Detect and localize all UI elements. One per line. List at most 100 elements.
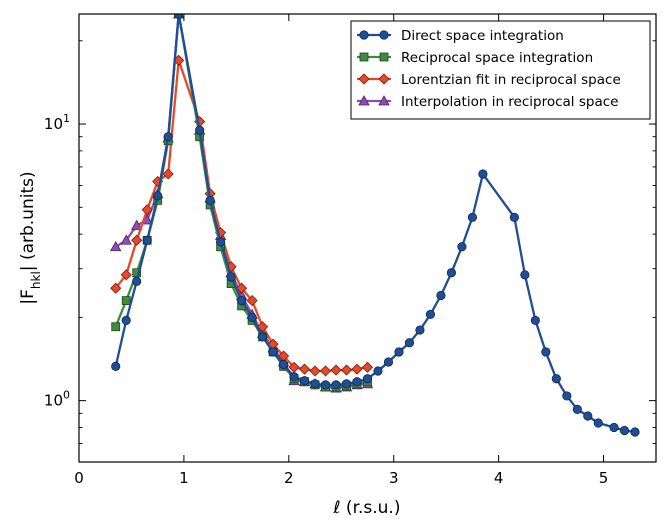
data-point — [330, 364, 342, 376]
data-point — [436, 290, 446, 301]
data-point — [121, 315, 131, 326]
data-point — [111, 322, 121, 332]
axis-ticks: 0 1 2 3 4 5 100 101 — [44, 14, 656, 487]
plot-frame — [78, 13, 657, 463]
x-tick-label: 1 — [179, 469, 189, 487]
x-tick-label: 3 — [389, 469, 399, 487]
data-point — [320, 380, 331, 390]
legend-label-interpolation: Interpolation in reciprocal space — [401, 94, 618, 110]
data-point — [120, 269, 132, 281]
data-point — [520, 270, 530, 280]
data-point — [340, 364, 353, 376]
data-point — [541, 347, 551, 357]
legend-marker-direct — [379, 30, 389, 40]
data-point — [141, 204, 153, 216]
data-point — [289, 372, 299, 382]
y-axis-label-suffix: | (arb.units) — [18, 171, 38, 271]
data-point — [341, 379, 352, 389]
data-point — [446, 268, 457, 278]
data-point — [131, 219, 143, 230]
data-point — [572, 404, 582, 414]
data-point — [142, 235, 152, 245]
data-point — [562, 391, 572, 401]
data-point — [319, 365, 332, 377]
plot-series — [110, 14, 640, 437]
data-point — [278, 359, 289, 370]
legend-label-lorentzian: Lorentzian fit in reciprocal space — [401, 72, 621, 88]
data-point — [583, 411, 593, 421]
data-point — [551, 374, 561, 384]
data-point — [630, 427, 640, 437]
data-point — [309, 365, 321, 377]
data-point — [111, 361, 121, 371]
data-point — [236, 282, 248, 294]
data-point — [247, 312, 257, 322]
legend-label-direct: Direct space integration — [401, 28, 564, 44]
legend-label-reciprocal: Reciprocal space integration — [401, 50, 593, 66]
data-point — [394, 347, 404, 357]
series-1 — [111, 14, 640, 437]
data-point — [331, 380, 341, 390]
legend-entry-reciprocal: Reciprocal space integration — [357, 50, 593, 66]
data-point — [174, 14, 184, 19]
data-point — [110, 240, 122, 252]
data-point — [226, 272, 236, 282]
data-point — [404, 338, 415, 348]
data-point — [530, 315, 540, 326]
x-axis-symbol: ℓ — [333, 498, 341, 518]
data-point — [425, 309, 436, 320]
x-axis-unit: (r.s.u.) — [341, 498, 401, 518]
data-point — [619, 425, 630, 436]
data-point — [299, 376, 310, 386]
data-point — [310, 379, 320, 389]
data-point — [478, 169, 488, 179]
data-point — [121, 296, 131, 305]
x-axis-label: ℓ (r.s.u.) — [333, 498, 401, 518]
y-axis-label-prefix: |F — [18, 289, 38, 305]
data-point — [593, 418, 603, 428]
data-point — [153, 191, 163, 201]
legend-marker-lorentzian — [358, 73, 370, 85]
data-point — [237, 295, 247, 306]
data-point — [298, 363, 311, 375]
legend-box — [350, 20, 651, 120]
data-point — [246, 295, 258, 307]
y-axis-label-subscript: hkl — [29, 271, 43, 289]
data-point — [415, 325, 425, 335]
data-point — [383, 357, 394, 367]
x-tick-label: 5 — [599, 469, 609, 487]
legend-marker-lorentzian — [378, 73, 390, 85]
data-point — [163, 132, 173, 142]
legend-entry-interpolation: Interpolation in reciprocal space — [357, 94, 618, 110]
data-point — [195, 125, 205, 135]
y-tick-label: 101 — [44, 112, 70, 133]
x-tick-label: 4 — [494, 469, 504, 487]
data-point — [216, 237, 226, 247]
data-point — [120, 234, 132, 245]
legend-marker-reciprocal — [359, 52, 369, 62]
data-point — [132, 276, 142, 286]
y-axis-label: |Fhkl| (arb.units) — [18, 171, 43, 304]
legend-entry-lorentzian: Lorentzian fit in reciprocal space — [357, 72, 621, 88]
data-point — [110, 282, 122, 294]
x-tick-label: 0 — [74, 469, 84, 487]
data-point — [257, 321, 269, 333]
legend-entry-direct: Direct space integration — [357, 28, 564, 44]
data-point — [373, 366, 383, 376]
y-tick-label: 100 — [44, 389, 70, 410]
data-point — [131, 234, 143, 246]
data-point — [351, 363, 363, 375]
data-point — [362, 374, 373, 384]
data-point — [609, 422, 619, 433]
data-point — [361, 361, 374, 373]
data-point — [352, 377, 362, 387]
legend-marker-direct — [359, 30, 369, 40]
legend-marker-interpolation — [358, 95, 370, 106]
legend-marker-interpolation — [378, 95, 390, 106]
data-point — [509, 212, 519, 222]
legend-marker-reciprocal — [379, 52, 389, 62]
data-point — [457, 242, 467, 252]
data-point — [467, 212, 478, 222]
data-point — [205, 195, 215, 205]
data-point — [162, 168, 174, 180]
